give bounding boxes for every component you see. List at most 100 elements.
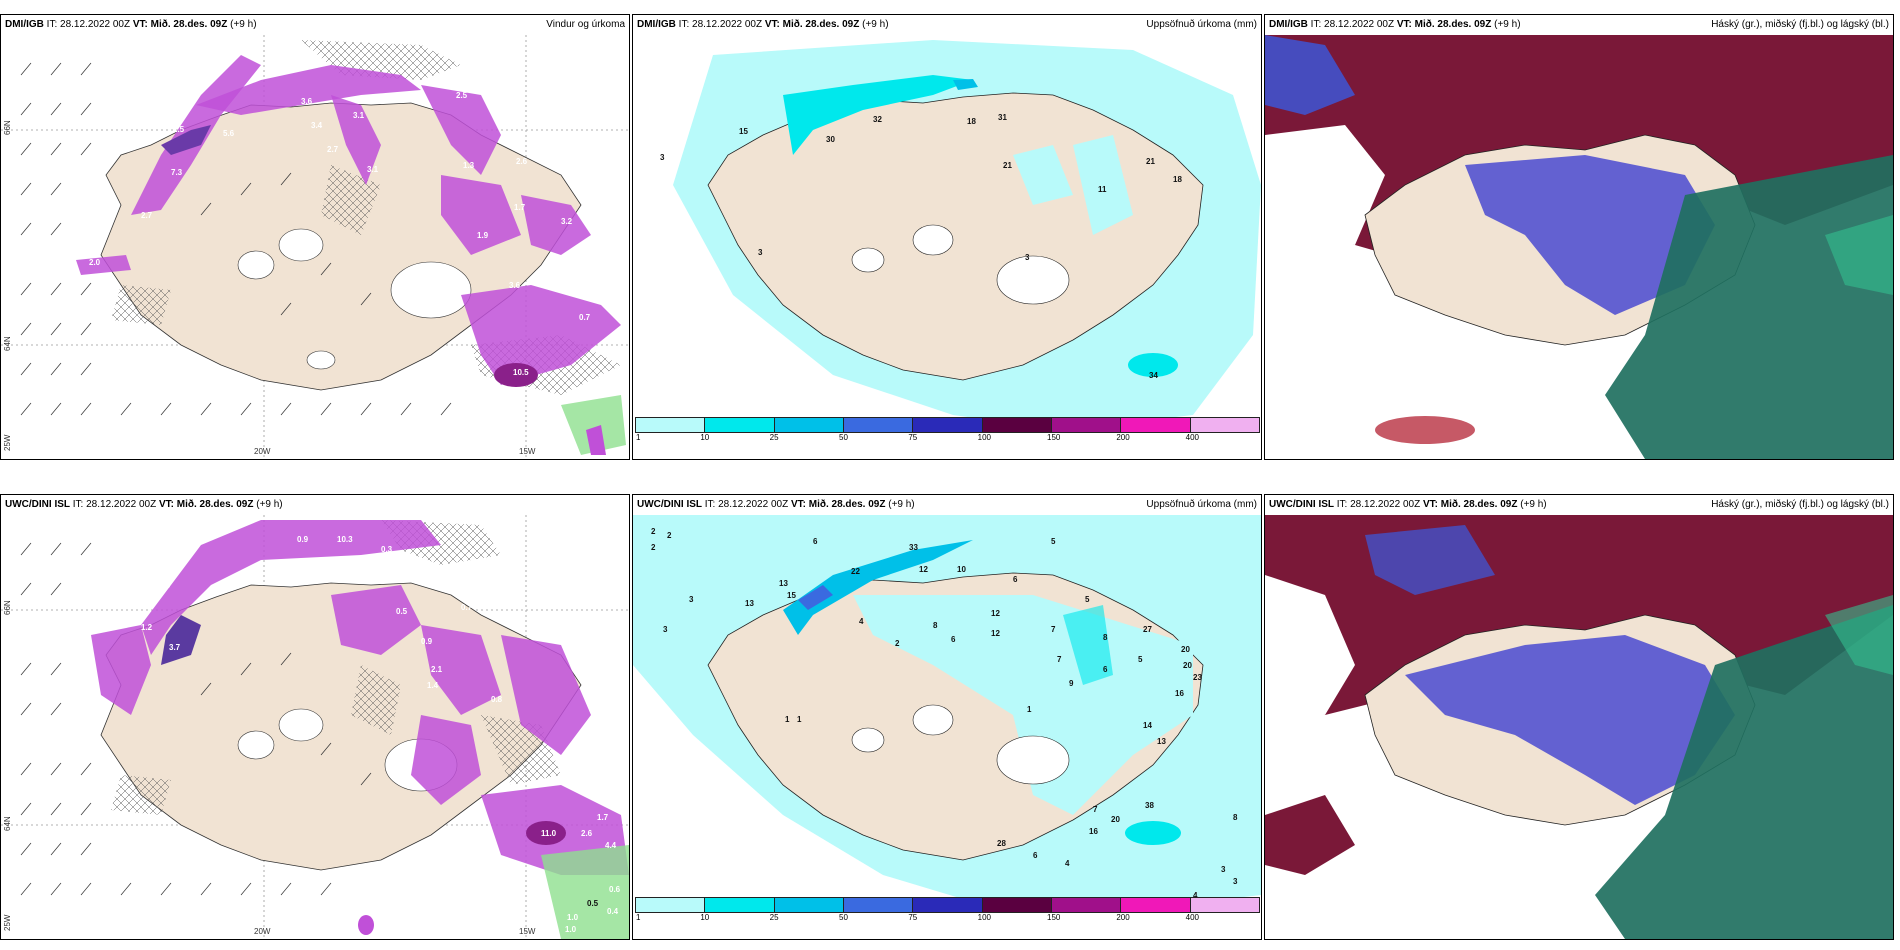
- accum-value: 3: [1233, 877, 1238, 886]
- accum-value: 3: [663, 625, 668, 634]
- precip-value: 2.6: [516, 157, 528, 166]
- precip-value: 2.1: [431, 665, 443, 674]
- colorbar-segment: [843, 897, 914, 913]
- precip-value: 0.3: [381, 545, 393, 554]
- precip-value: 3.7: [169, 643, 181, 652]
- precip-value: 1.6: [451, 577, 463, 586]
- vt-value: Mið. 28.des. 09Z: [1440, 499, 1518, 510]
- colorbar-segment: [1189, 417, 1260, 433]
- colorbar-label: 400: [1185, 433, 1200, 442]
- accum-value: 8: [933, 621, 938, 630]
- it-value: 28.12.2022 00Z: [1324, 19, 1395, 30]
- lat-label-25w: 25W: [3, 434, 12, 451]
- vt-label: VT:: [1422, 499, 1438, 510]
- it-label: IT:: [704, 499, 716, 510]
- map-area: 3 15 30 32 18 31 21 21 18 11 3 3 34 1 10 2…: [633, 35, 1261, 443]
- colorbar: 1 10 25 50 75 100 150 200 400: [635, 417, 1260, 442]
- vt-value: Mið. 28.des. 09Z: [176, 499, 254, 510]
- precip-value: 0.9: [297, 535, 309, 544]
- precip-value: 0.5: [587, 899, 599, 908]
- colorbar-segment: [1051, 417, 1122, 433]
- accum-value: 15: [739, 127, 748, 136]
- precip-value: 1.0: [565, 925, 577, 934]
- colorbar-label: 25: [769, 913, 779, 922]
- accum-value: 13: [779, 579, 788, 588]
- panel-accum-precip-dmi: DMI/IGB IT: 28.12.2022 00Z VT: Mið. 28.d…: [632, 14, 1262, 460]
- accum-value: 12: [991, 629, 1000, 638]
- colorbar-label: 50: [839, 433, 848, 442]
- colorbar-segment: [1189, 897, 1260, 913]
- colorbar-segment: [773, 417, 844, 433]
- precip-value: 0.4: [607, 907, 619, 916]
- accum-value: 10: [957, 565, 966, 574]
- colorbar-segment: [912, 417, 983, 433]
- it-value: 28.12.2022 00Z: [718, 499, 789, 510]
- accum-value: 18: [1173, 175, 1182, 184]
- colorbar-segment: [704, 897, 775, 913]
- accum-value: 7: [1057, 655, 1062, 664]
- colorbar-segment: [1120, 897, 1191, 913]
- precip-value: 3.4: [311, 121, 323, 130]
- map-area: 66N 64N 25W 20W 15W 0.9 10.3 0.3 2.5 1.2…: [1, 515, 629, 939]
- accum-value: 1: [785, 715, 790, 724]
- lon-label-20w: 20W: [254, 927, 271, 936]
- accum-value: 3: [1221, 865, 1226, 874]
- precip-value: 11.0: [541, 829, 557, 838]
- accum-value: 27: [1143, 625, 1152, 634]
- colorbar-label: 75: [908, 433, 918, 442]
- lead-time: (+9 h): [862, 19, 889, 30]
- accum-value: 3: [1025, 253, 1030, 262]
- colorbar-segment: [843, 417, 914, 433]
- colorbar-segment: [981, 417, 1052, 433]
- panel-wind-precip-dmi: DMI/IGB IT: 28.12.2022 00Z VT: Mið. 28.d…: [0, 14, 630, 460]
- accum-value: 1: [797, 715, 802, 724]
- colorbar-segment: [635, 417, 706, 433]
- precip-value: 5.6: [223, 129, 235, 138]
- accum-value: 6: [951, 635, 956, 644]
- precip-value: 0.6: [609, 885, 621, 894]
- colorbar-segment: [1120, 417, 1191, 433]
- precip-value: 0.3: [387, 551, 399, 560]
- accum-value: 8: [1103, 633, 1108, 642]
- model-source: UWC/DINI ISL: [1269, 499, 1334, 510]
- lat-label-66n: 66N: [3, 120, 12, 135]
- vt-value: Mið. 28.des. 09Z: [782, 19, 860, 30]
- accum-value: 21: [1146, 157, 1155, 166]
- precip-value: 3.6: [301, 97, 313, 106]
- precip-value: 0.7: [579, 313, 591, 322]
- accum-value: 5: [1051, 537, 1056, 546]
- accum-value: 3: [660, 153, 665, 162]
- precip-value: 2.5: [456, 91, 468, 100]
- model-source: DMI/IGB: [1269, 19, 1308, 30]
- it-value: 28.12.2022 00Z: [692, 19, 763, 30]
- lon-label-15w: 15W: [519, 447, 536, 456]
- accum-value: 13: [745, 599, 754, 608]
- accum-value: 33: [909, 543, 918, 552]
- model-source: UWC/DINI ISL: [637, 499, 702, 510]
- it-label: IT:: [678, 19, 690, 30]
- colorbar-label: 150: [1047, 433, 1061, 442]
- vt-label: VT:: [1396, 19, 1412, 30]
- precip-value: 2.5: [159, 581, 171, 590]
- colorbar-label: 400: [1185, 913, 1200, 922]
- accum-value: 11: [1098, 185, 1107, 194]
- lat-label-64n: 64N: [3, 816, 12, 831]
- panel-header: UWC/DINI ISL IT: 28.12.2022 00Z VT: Mið.…: [633, 495, 1261, 515]
- precip-value: 0.5: [361, 561, 373, 570]
- accum-value: 2: [651, 543, 656, 552]
- accum-value: 20: [1181, 645, 1190, 654]
- lead-time: (+9 h): [230, 19, 257, 30]
- map-area: 66N 64N 25W 20W 15W 3.6 3.1 2.5 5.6 3.4 …: [1, 35, 629, 459]
- accum-value: 5: [1085, 595, 1090, 604]
- panel-title: Uppsöfnuð úrkoma (mm): [1146, 499, 1257, 510]
- precip-value: 7.3: [171, 168, 183, 177]
- accum-value: 16: [1175, 689, 1184, 698]
- colorbar-segment: [635, 897, 706, 913]
- panel-title: Háský (gr.), miðský (fj.bl.) og lágský (…: [1711, 499, 1889, 510]
- accum-value: 12: [991, 609, 1000, 618]
- accum-value: 38: [1145, 801, 1154, 810]
- vt-label: VT:: [158, 499, 174, 510]
- precip-value: 1.0: [567, 913, 579, 922]
- accum-value: 23: [1193, 673, 1202, 682]
- colorbar-label: 100: [977, 913, 992, 922]
